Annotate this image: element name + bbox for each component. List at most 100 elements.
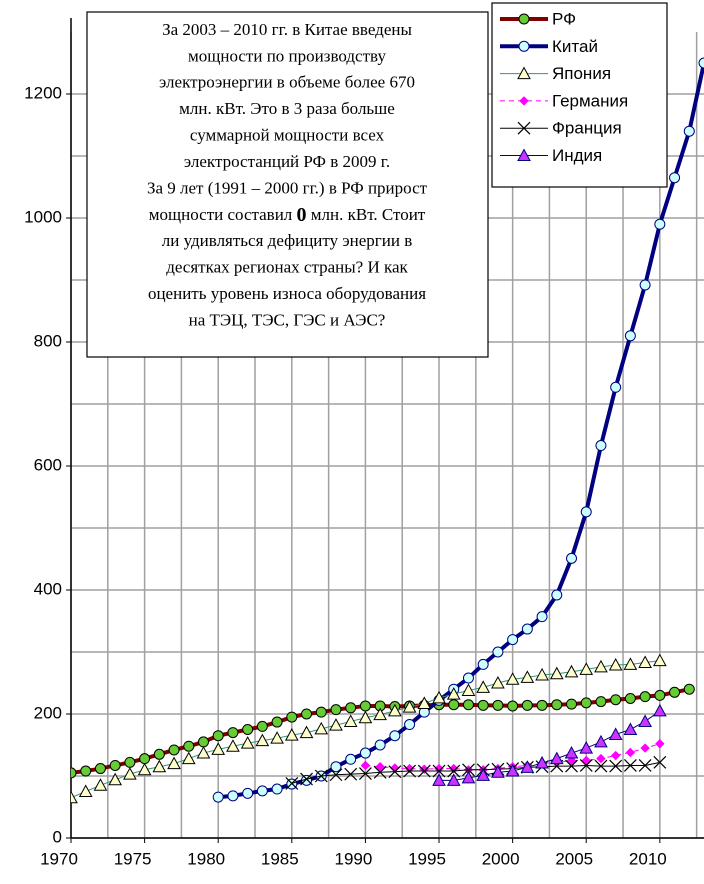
annotation-line: млн. кВт. Это в 3 раза больше [179,99,395,118]
marker [167,756,181,770]
marker [476,768,491,781]
marker [330,761,342,773]
marker [564,746,579,759]
marker [270,731,284,744]
marker [211,742,226,755]
annotation-line: электростанций РФ в 2009 г. [184,152,390,171]
legend-entry: РФ [500,9,576,28]
marker [638,714,652,727]
marker [683,125,695,137]
marker [669,686,681,698]
marker [152,759,167,773]
marker [242,724,254,735]
marker [476,680,491,693]
marker [610,381,622,393]
series-line [291,761,660,784]
marker [580,506,592,518]
legend-marker [518,13,530,25]
marker [93,778,108,791]
legend-label: РФ [552,9,576,28]
legend-label: Франция [552,119,622,138]
x-tick-label: 1970 [40,849,78,868]
marker [594,759,608,773]
annotation-text: мощности составил [149,205,297,224]
marker [505,672,520,685]
marker [212,730,224,742]
legend-label: Китай [552,37,598,56]
y-tick-label: 600 [34,455,62,474]
annotation-line: За 9 лет (1991 – 2000 гг.) в РФ прирост [147,178,428,197]
marker [123,767,137,780]
series-line [439,710,661,781]
marker [654,689,666,701]
marker [80,765,92,777]
marker [579,759,593,772]
marker [610,694,622,706]
y-tick-label: 400 [34,579,62,598]
x-tick-label: 2000 [482,849,520,868]
legend-entry: Индия [500,146,602,165]
annotation-line: оценить уровень износа оборудования [148,284,426,303]
marker [388,703,402,717]
marker [329,768,343,782]
marker [285,777,299,790]
marker [638,655,652,669]
marker [153,748,165,760]
marker [389,730,401,742]
marker [638,759,652,772]
marker [139,753,151,765]
x-tick-label: 1990 [335,849,373,868]
legend-label: Индия [552,146,602,165]
marker [432,690,446,704]
marker [314,721,329,735]
marker [652,703,667,717]
marker [240,736,255,749]
annotation-box [86,11,489,358]
marker [462,699,474,711]
marker [461,683,476,696]
marker [124,756,136,768]
legend-entry: Китай [500,37,598,56]
marker [183,740,195,752]
marker [284,728,299,741]
marker [683,683,695,695]
marker [417,764,431,778]
legend-marker [517,66,531,80]
marker [330,704,342,716]
annotation-line: мощности по производству [188,46,386,65]
marker [462,763,475,777]
marker [520,670,535,683]
legend-entry: Франция [500,119,622,138]
marker [564,664,579,678]
marker [373,707,387,721]
x-tick-label: 2005 [555,849,593,868]
marker [580,697,592,709]
x-tick-label: 1995 [408,849,446,868]
marker [359,747,371,759]
marker [358,710,373,724]
marker [623,657,638,670]
series [71,653,667,804]
marker [462,672,474,684]
marker [535,755,549,769]
marker [255,733,270,747]
marker [343,714,358,727]
marker [609,759,623,773]
marker [402,700,417,713]
marker [566,552,578,564]
marker [271,716,283,728]
marker [432,773,446,786]
marker [461,770,476,784]
legend-marker [519,96,529,106]
legend-label: Германия [552,91,628,110]
marker [196,746,211,759]
marker [226,739,240,752]
x-tick-label: 2010 [629,849,667,868]
marker [579,741,594,754]
marker [344,767,358,781]
marker [197,736,209,748]
marker [388,765,402,779]
marker [653,755,667,769]
marker [551,589,563,601]
